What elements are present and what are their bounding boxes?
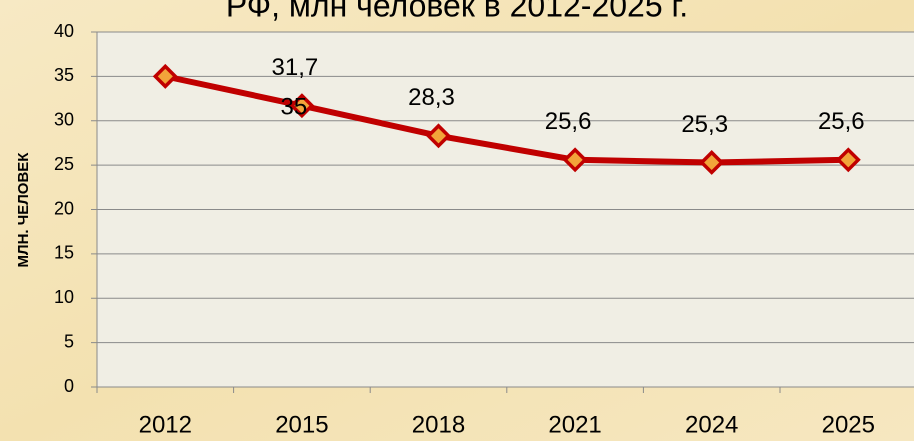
data-label: 25,6	[818, 108, 865, 135]
x-tick-label: 2025	[822, 411, 875, 438]
y-tick-label: 30	[54, 110, 74, 130]
data-label: 28,3	[408, 84, 455, 111]
data-label: 25,6	[545, 108, 592, 135]
marker	[426, 123, 451, 149]
y-tick-label: 10	[54, 287, 74, 307]
data-label: 31,7	[272, 54, 319, 81]
y-tick-label: 25	[54, 154, 74, 174]
data-label: 25,3	[681, 111, 728, 138]
y-tick-label: 35	[54, 65, 74, 85]
marker	[835, 147, 861, 173]
series-line	[164, 73, 849, 166]
y-tick-label: 40	[54, 21, 74, 41]
x-tick-label: 2024	[685, 411, 738, 438]
chart-title: РФ, млн человек в 2012-2025 г.	[226, 0, 688, 23]
marker	[562, 147, 588, 173]
y-axis-label: МЛН. ЧЕЛОВЕК	[15, 152, 32, 268]
x-tick-label: 2015	[275, 411, 328, 438]
data-label: 35	[281, 93, 308, 120]
y-tick-label: 20	[54, 198, 74, 218]
x-tick-label: 2018	[412, 411, 465, 438]
marker	[699, 149, 725, 175]
marker	[152, 63, 178, 89]
y-tick-label: 0	[64, 376, 74, 396]
marker	[289, 93, 315, 119]
y-tick-label: 15	[54, 243, 74, 263]
y-tick-label: 5	[64, 331, 74, 351]
x-tick-label: 2012	[139, 411, 192, 438]
x-tick-label: 2021	[548, 411, 601, 438]
